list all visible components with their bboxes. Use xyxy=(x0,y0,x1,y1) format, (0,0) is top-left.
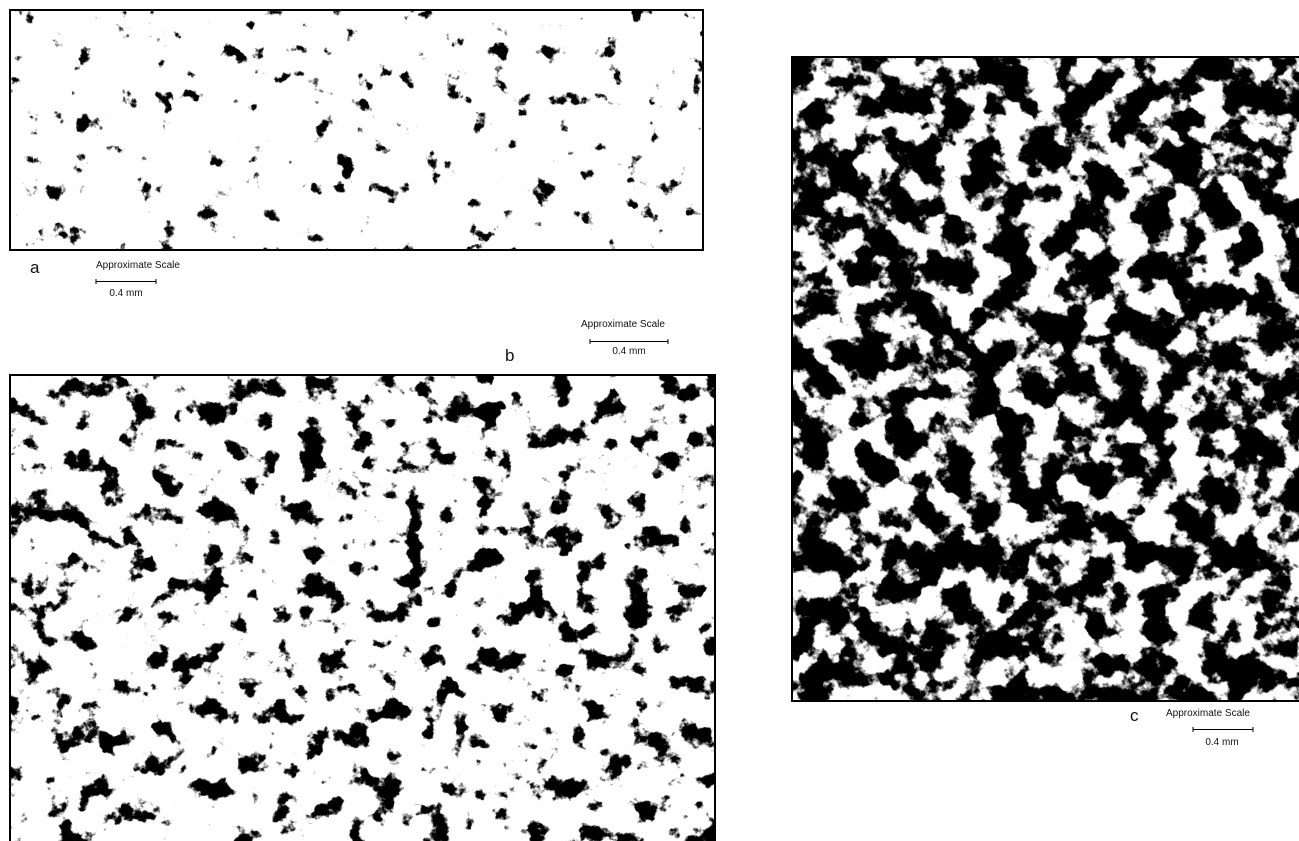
micrograph-texture xyxy=(792,57,1299,701)
panel-label: a xyxy=(30,258,40,277)
scale-length: 0.4 mm xyxy=(109,288,142,299)
scale-bar xyxy=(95,279,157,284)
panel-label: c xyxy=(1130,706,1139,725)
panel-label: b xyxy=(505,346,514,365)
scale-title: Approximate Scale xyxy=(96,260,180,271)
scale-length: 0.4 mm xyxy=(1205,737,1238,748)
micrograph-texture xyxy=(10,10,703,250)
micrograph-texture xyxy=(10,375,715,841)
scale-title: Approximate Scale xyxy=(581,319,665,330)
micrograph-frame xyxy=(9,374,716,841)
scale-bar xyxy=(1192,727,1254,732)
panel-c: c Approximate Scale 0.4 mm xyxy=(791,56,1299,748)
scale-bar xyxy=(589,339,669,344)
scale-title: Approximate Scale xyxy=(1166,708,1250,719)
micrograph-frame xyxy=(9,9,704,251)
micrograph-frame xyxy=(791,56,1299,702)
panel-a: a Approximate Scale 0.4 mm xyxy=(9,9,704,299)
scale-length: 0.4 mm xyxy=(612,346,645,357)
panel-b: b Approximate Scale 0.4 mm xyxy=(9,319,716,841)
